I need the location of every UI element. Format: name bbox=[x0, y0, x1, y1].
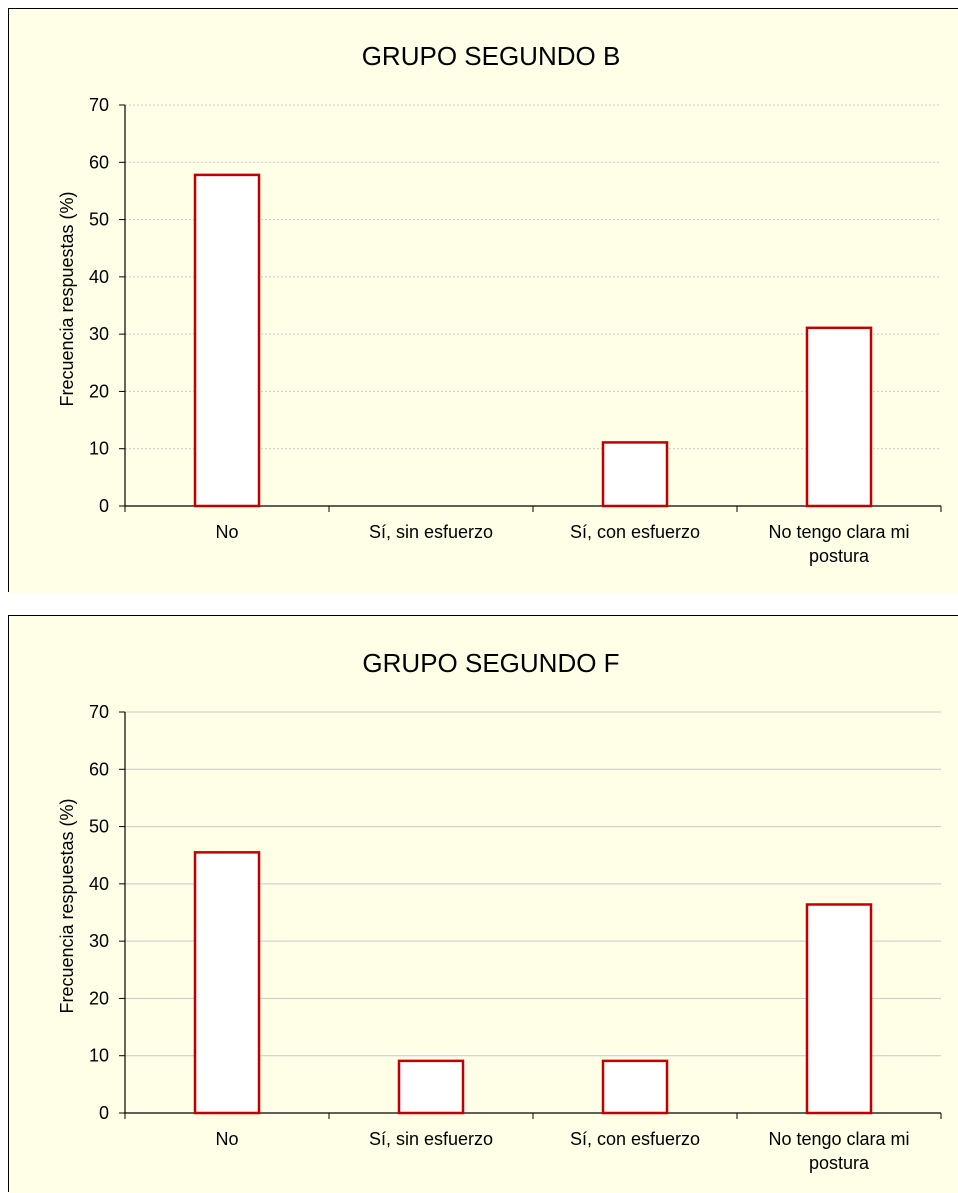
bar-no-tengo-clara-mi-postura bbox=[805, 903, 873, 1115]
x-tick-label: No bbox=[215, 1129, 238, 1149]
y-tick-label: 60 bbox=[89, 759, 109, 779]
y-tick-label: 20 bbox=[89, 988, 109, 1008]
y-tick-label: 30 bbox=[89, 931, 109, 951]
x-tick-label: Sí, con esfuerzo bbox=[570, 1129, 700, 1149]
chart-title: GRUPO SEGUNDO B bbox=[362, 41, 621, 71]
x-tick-label: No tengo clara mi bbox=[768, 1129, 909, 1149]
y-tick-label: 20 bbox=[89, 381, 109, 401]
y-tick-label: 10 bbox=[89, 1046, 109, 1066]
y-tick-label: 10 bbox=[89, 439, 109, 459]
bar-no bbox=[193, 851, 261, 1115]
y-tick-label: 60 bbox=[89, 152, 109, 172]
y-tick-label: 0 bbox=[99, 496, 109, 516]
y-tick-label: 30 bbox=[89, 324, 109, 344]
y-tick-label: 50 bbox=[89, 817, 109, 837]
y-tick-label: 70 bbox=[89, 702, 109, 722]
x-tick-label: postura bbox=[809, 546, 870, 566]
chart-title: GRUPO SEGUNDO F bbox=[362, 648, 619, 678]
chart-svg: GRUPO SEGUNDO B Frecuencia respuestas (%… bbox=[9, 9, 958, 593]
chart-panel-grupo-b: GRUPO SEGUNDO B Frecuencia respuestas (%… bbox=[8, 8, 958, 593]
y-tick-label: 50 bbox=[89, 210, 109, 230]
x-tick-label: No tengo clara mi bbox=[768, 522, 909, 542]
chart-svg: GRUPO SEGUNDO F Frecuencia respuestas (%… bbox=[9, 616, 958, 1193]
chart-panel-grupo-f: GRUPO SEGUNDO F Frecuencia respuestas (%… bbox=[8, 615, 958, 1193]
bar-no bbox=[193, 173, 261, 508]
y-axis-label: Frecuencia respuestas (%) bbox=[57, 798, 77, 1013]
x-tick-label: postura bbox=[809, 1153, 870, 1173]
x-tick-label: Sí, sin esfuerzo bbox=[369, 522, 493, 542]
x-tick-label: Sí, con esfuerzo bbox=[570, 522, 700, 542]
bar-sí-sin-esfuerzo bbox=[397, 1059, 465, 1115]
bar-no-tengo-clara-mi-postura bbox=[805, 326, 873, 508]
bar-sí-con-esfuerzo bbox=[601, 1059, 669, 1115]
y-tick-label: 40 bbox=[89, 267, 109, 287]
y-axis-label: Frecuencia respuestas (%) bbox=[57, 191, 77, 406]
x-tick-label: No bbox=[215, 522, 238, 542]
x-tick-label: Sí, sin esfuerzo bbox=[369, 1129, 493, 1149]
y-tick-label: 40 bbox=[89, 874, 109, 894]
y-tick-label: 0 bbox=[99, 1103, 109, 1123]
bar-sí-con-esfuerzo bbox=[601, 441, 669, 508]
chart-background bbox=[9, 9, 958, 593]
y-tick-label: 70 bbox=[89, 95, 109, 115]
